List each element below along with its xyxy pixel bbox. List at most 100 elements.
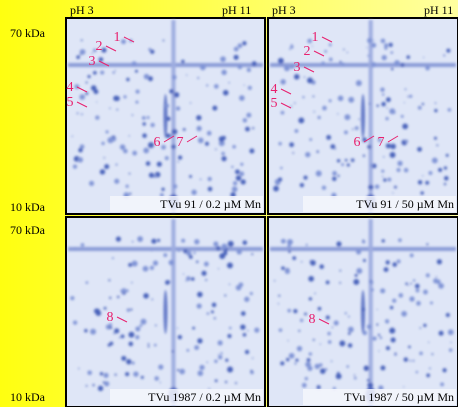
spot-arrow xyxy=(98,60,110,67)
gel-spot xyxy=(134,69,138,73)
gel-spot xyxy=(370,61,377,68)
gel-spot xyxy=(300,260,303,263)
gel-spot xyxy=(305,361,311,368)
gel-spot xyxy=(214,84,219,89)
gel-spot xyxy=(235,382,237,385)
gel-spot xyxy=(150,49,155,54)
gel-spot xyxy=(173,184,178,189)
gel-spot xyxy=(315,170,322,177)
gel-spot xyxy=(294,129,299,133)
gel-spot xyxy=(405,282,408,286)
gel-spot xyxy=(123,148,128,154)
gel-spot xyxy=(314,363,320,370)
gel-spot xyxy=(93,308,100,314)
gel-spot xyxy=(367,144,372,149)
gel-spot xyxy=(103,372,109,378)
gel-streak xyxy=(163,290,168,334)
gel-spot xyxy=(171,128,178,135)
gel-spot xyxy=(87,74,91,79)
gel-spot xyxy=(390,67,394,71)
gel-spot xyxy=(341,163,345,167)
gel-spot xyxy=(398,238,402,243)
gel-spot xyxy=(79,49,86,55)
gel-spot xyxy=(128,331,135,338)
gel-spot xyxy=(244,296,250,302)
gel-spot xyxy=(293,309,298,314)
gel-spot xyxy=(179,368,185,375)
gel-spot xyxy=(98,57,104,62)
gel-spot xyxy=(131,281,133,284)
gel-spot xyxy=(247,329,249,332)
gel-spot xyxy=(287,239,293,245)
gel-spot xyxy=(404,88,407,91)
gel-spot xyxy=(203,261,209,267)
gel-spot xyxy=(289,64,295,69)
gel-spot xyxy=(308,297,313,301)
gel-spot xyxy=(254,327,260,333)
gel-spot xyxy=(317,115,321,120)
gel-spot xyxy=(115,236,121,242)
gel-spot xyxy=(185,280,187,282)
gel-spot xyxy=(280,110,285,115)
gel-spot xyxy=(166,116,171,121)
gel-spot xyxy=(231,165,234,169)
gel-spot xyxy=(156,161,162,167)
gel-spot xyxy=(287,340,289,342)
gel-spot xyxy=(97,385,104,391)
gel-spot xyxy=(304,376,308,381)
gel-spot xyxy=(376,323,379,326)
gel-spot xyxy=(427,341,430,344)
gel-spot xyxy=(347,315,350,318)
gel-spot xyxy=(186,250,192,257)
spot-arrow xyxy=(163,135,175,143)
gel-spot xyxy=(324,50,327,53)
gel-spot xyxy=(327,340,332,344)
gel-spot xyxy=(403,101,405,104)
gel-spot xyxy=(419,326,422,329)
gel-spot xyxy=(239,171,245,177)
spot-number: 3 xyxy=(89,54,96,69)
gel-spot xyxy=(99,372,104,376)
gel-spot xyxy=(147,63,149,65)
gel-spot xyxy=(235,169,240,175)
gel-spot xyxy=(121,288,127,294)
spot-number: 6 xyxy=(354,135,361,150)
gel-spot xyxy=(80,39,83,42)
gel-panel: TVu 1987 / 0.2 µM Mn 8 xyxy=(65,216,266,407)
gel-spot xyxy=(428,367,431,370)
gel-spot xyxy=(381,169,385,173)
gel-spot xyxy=(152,260,159,266)
caption-bg xyxy=(303,196,456,212)
gel-spot xyxy=(170,134,173,138)
gel-spot xyxy=(290,43,293,46)
gel-spot xyxy=(381,239,385,243)
gel-spot xyxy=(197,338,203,344)
gel-spot xyxy=(438,283,444,289)
gel-spot xyxy=(189,175,192,178)
spot-number: 5 xyxy=(271,96,278,111)
gel-spot xyxy=(392,192,394,194)
ph-label: pH 11 xyxy=(424,3,453,17)
gel-spot xyxy=(199,364,205,371)
gel-spot xyxy=(355,80,362,87)
gel-spot xyxy=(169,89,174,94)
gel-spot xyxy=(102,381,106,384)
gel-spot xyxy=(385,260,390,265)
gel-spot xyxy=(161,187,165,191)
gel-spot xyxy=(140,318,147,325)
spot-number: 4 xyxy=(271,82,278,97)
gel-spot xyxy=(367,378,370,382)
mass-label: 70 kDa xyxy=(10,26,46,40)
gel-spot xyxy=(412,359,415,362)
gel-spot xyxy=(436,259,442,265)
gel-spot xyxy=(394,60,400,66)
gel-spot xyxy=(228,81,230,84)
gel-spot xyxy=(278,141,282,146)
gel-spot xyxy=(85,92,89,95)
gel-spot xyxy=(171,350,174,353)
gel-spot xyxy=(408,345,411,349)
gel-spot xyxy=(301,382,307,388)
gel-spot xyxy=(410,282,412,285)
